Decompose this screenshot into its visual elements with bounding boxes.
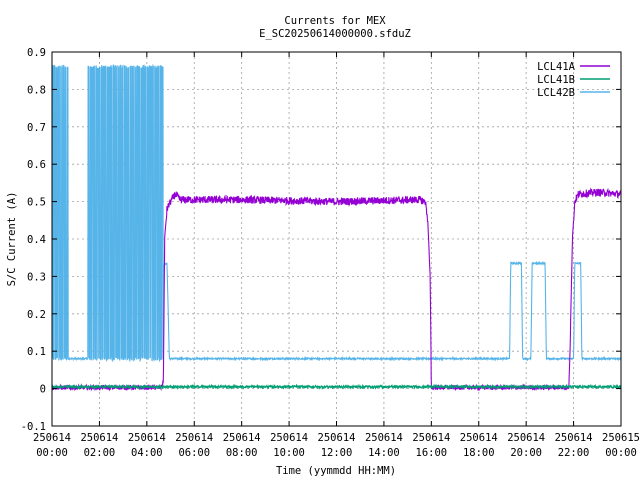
y-tick-label: 0.6 <box>27 159 46 171</box>
x-tick-date-label: 250614 <box>460 432 498 444</box>
y-tick-label: 0.2 <box>27 309 46 321</box>
y-tick-label: 0 <box>40 384 46 396</box>
chart-title: Currents for MEX <box>284 15 386 27</box>
x-tick-date-label: 250614 <box>223 432 261 444</box>
x-tick-time-label: 04:00 <box>131 447 163 459</box>
x-tick-time-label: 08:00 <box>226 447 258 459</box>
series-lcl41b <box>51 383 622 391</box>
y-axis-label: S/C Current (A) <box>6 192 18 287</box>
x-tick-date-label: 250614 <box>80 432 118 444</box>
x-tick-time-label: 02:00 <box>84 447 116 459</box>
x-tick-time-label: 14:00 <box>368 447 400 459</box>
x-tick-date-label: 250614 <box>507 432 545 444</box>
x-tick-date-label: 250614 <box>128 432 166 444</box>
series-layer <box>51 63 622 392</box>
legend-label-lcl41b: LCL41B <box>537 74 575 86</box>
x-axis-label: Time (yymmdd HH:MM) <box>276 465 396 477</box>
axis-ticks: -0.1 0 0.1 0.2 0.3 0.4 0.5 0.6 0.7 0.8 0.9 250614 00… <box>21 47 640 459</box>
y-tick-label: -0.1 <box>21 421 46 433</box>
x-tick-time-label: 20:00 <box>510 447 542 459</box>
x-tick-date-label: 250614 <box>555 432 593 444</box>
x-tick-time-label: 18:00 <box>463 447 495 459</box>
x-tick-date-label: 250614 <box>365 432 403 444</box>
x-tick-time-label: 12:00 <box>321 447 353 459</box>
x-tick-time-label: 16:00 <box>416 447 448 459</box>
x-tick-time-label: 00:00 <box>605 447 637 459</box>
x-tick-date-label: 250614 <box>412 432 450 444</box>
series-lcl42b <box>51 63 622 363</box>
y-tick-label: 0.8 <box>27 84 46 96</box>
chart-subtitle: E_SC20250614000000.sfduZ <box>259 28 411 40</box>
x-tick-time-label: 06:00 <box>178 447 210 459</box>
x-tick-time-label: 10:00 <box>273 447 305 459</box>
legend-label-lcl42b: LCL42B <box>537 87 575 99</box>
x-tick-date-label: 250614 <box>175 432 213 444</box>
series-line-lcl42b <box>51 63 622 363</box>
x-tick-date-label: 250614 <box>318 432 356 444</box>
y-tick-label: 0.7 <box>27 122 46 134</box>
x-tick-time-label: 00:00 <box>36 447 68 459</box>
x-tick-date-label: 250614 <box>33 432 71 444</box>
y-tick-label: 0.4 <box>27 234 46 246</box>
x-tick-time-label: 22:00 <box>558 447 590 459</box>
y-tick-label: 0.9 <box>27 47 46 59</box>
legend-label-lcl41a: LCL41A <box>537 61 576 73</box>
y-tick-label: 0.5 <box>27 197 46 209</box>
x-tick-date-label: 250615 <box>602 432 640 444</box>
y-tick-label: 0.3 <box>27 271 46 283</box>
y-tick-label: 0.1 <box>27 346 46 358</box>
series-line-lcl41b <box>51 383 622 391</box>
x-tick-date-label: 250614 <box>270 432 308 444</box>
